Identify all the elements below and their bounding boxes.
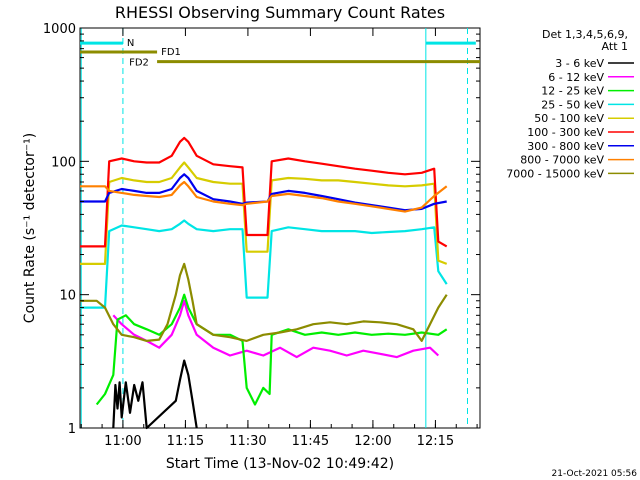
y-tick-label-3: 1000 — [43, 22, 76, 37]
y-tick-label-1: 10 — [59, 289, 76, 304]
mode-label-1: FD1 — [161, 47, 181, 58]
y-tick-label-2: 100 — [51, 155, 76, 170]
plot-frame — [79, 27, 481, 429]
x-tick-label-5: 12:15 — [417, 434, 454, 449]
series-line-0 — [112, 359, 198, 430]
mode-label-0: N — [127, 38, 134, 49]
annotation-layer: N FD1 FD2 — [80, 38, 480, 69]
legend-label-6: 300 - 800 keV — [527, 140, 604, 153]
x-tick-label-4: 12:00 — [354, 434, 391, 449]
x-tick-label-3: 11:45 — [292, 434, 329, 449]
legend-header-0: Det 1,3,4,5,6,9, — [542, 28, 628, 41]
series-line-2 — [95, 293, 448, 406]
legend-label-7: 800 - 7000 keV — [520, 154, 604, 167]
y-axis: 1 10 100 1000 — [43, 22, 480, 437]
series-line-6 — [80, 173, 447, 212]
x-tick-label-1: 11:15 — [167, 434, 204, 449]
series-line-3 — [80, 219, 448, 309]
series-layer — [80, 136, 448, 430]
y-axis-label: Count Rate (s⁻¹ detector⁻¹) — [22, 133, 38, 323]
y-tick-label-0: 1 — [68, 422, 76, 437]
legend-label-0: 3 - 6 keV — [555, 57, 604, 70]
x-tick-label-2: 11:30 — [229, 434, 266, 449]
legend-label-3: 25 - 50 keV — [541, 98, 604, 111]
legend-label-2: 12 - 25 keV — [541, 85, 604, 98]
series-line-5 — [80, 136, 448, 248]
series-line-1 — [112, 299, 440, 359]
x-axis-label: Start Time (13-Nov-02 10:49:42) — [166, 456, 394, 472]
legend-header-1: Att 1 — [602, 40, 628, 53]
legend-label-5: 100 - 300 keV — [527, 126, 604, 139]
series-line-4 — [80, 161, 448, 265]
footer-date: 21-Oct-2021 05:56 — [552, 469, 638, 479]
legend-label-4: 50 - 100 keV — [534, 112, 604, 125]
x-tick-label-0: 11:00 — [104, 434, 141, 449]
series-line-7 — [80, 180, 448, 213]
x-axis: 11:00 11:15 11:30 11:45 12:00 12:15 — [80, 28, 478, 449]
legend-label-8: 7000 - 15000 keV — [506, 167, 604, 180]
mode-label-2: FD2 — [129, 58, 149, 69]
series-line-8 — [80, 262, 448, 342]
legend-label-1: 6 - 12 keV — [548, 71, 604, 84]
chart-title: RHESSI Observing Summary Count Rates — [115, 3, 445, 22]
